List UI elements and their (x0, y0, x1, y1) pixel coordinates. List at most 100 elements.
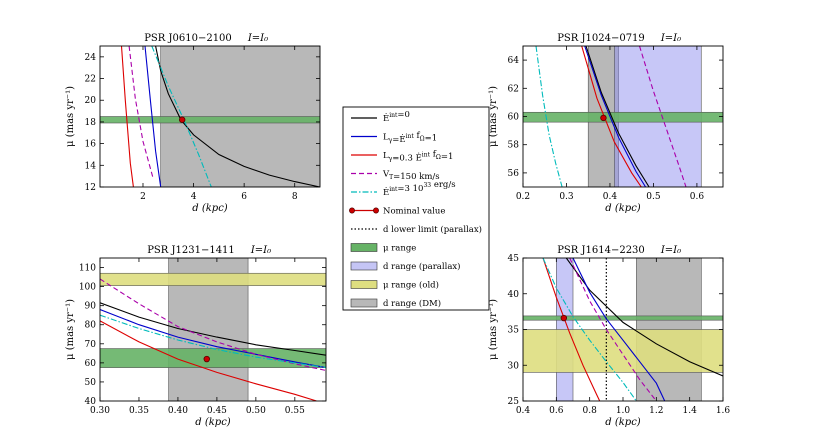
legend-entry-0: Ėint=0 (351, 110, 410, 124)
nominal-point (178, 116, 186, 123)
x-tick-label: 4 (191, 192, 197, 202)
y-tick-label: 62 (508, 84, 519, 94)
x-tick-label: 1.4 (683, 406, 698, 416)
legend-swatch-patch (350, 243, 378, 252)
series-line-2 (100, 320, 317, 401)
series-line-0 (585, 46, 650, 187)
y-tick-label: 18 (85, 118, 97, 128)
legend-label-part: L (383, 133, 389, 143)
y-tick-label: 60 (85, 359, 97, 369)
y-tick-label: 45 (508, 254, 520, 264)
legend-entry-1: Lγ=Ėint fΩ=1 (351, 131, 437, 145)
y-tick-label: 100 (79, 283, 96, 293)
legend-label-part: =0 (397, 110, 410, 120)
y-tick-label: 25 (508, 397, 520, 407)
x-tick-label: 0.40 (168, 406, 188, 416)
hband-0 (523, 329, 723, 373)
legend-label-part: int (389, 112, 398, 119)
y-axis-label: μ (mas yr⁻¹) (65, 299, 76, 360)
x-tick-label: 0.8 (583, 406, 598, 416)
legend-label-part: =1 (441, 152, 454, 162)
legend-label-part: γ (389, 137, 393, 144)
chart-title: PSR J1614−2230 (557, 245, 645, 256)
legend-marker (373, 207, 379, 214)
y-tick-label: 58 (508, 141, 520, 151)
y-tick-label: 70 (85, 340, 97, 350)
y-tick-label: 64 (508, 56, 520, 66)
y-tick-label: 90 (85, 302, 97, 312)
y-tick-label: 40 (85, 397, 97, 407)
legend-label-part: d range (DM) (383, 298, 441, 309)
legend-label: d range (parallax) (383, 261, 461, 272)
y-tick-label: 60 (508, 113, 520, 123)
hband-1 (523, 315, 723, 321)
legend-label: d range (DM) (383, 298, 441, 309)
legend-entry-10: d range (DM) (350, 298, 441, 309)
legend-label: d lower limit (parallax) (383, 224, 482, 235)
series-line-1 (572, 258, 666, 401)
y-tick-label: 30 (508, 361, 520, 371)
chart-title-condition: I=I₀ (247, 33, 268, 44)
plot-area (523, 258, 723, 401)
legend-entry-4: Ėint=3 1033 erg/s (351, 180, 456, 198)
series-line-2 (581, 46, 642, 187)
legend: Ėint=0Lγ=Ėint fΩ=1Lγ=0.3 Ėint fΩ=1VT=150… (342, 106, 490, 311)
x-tick-label: 0.35 (129, 406, 149, 416)
legend-label-part: μ range (old) (383, 280, 439, 291)
series-line-3 (569, 258, 657, 401)
y-axis-label: μ (mas yr⁻¹) (65, 86, 76, 147)
legend-label: Ėint=0 (383, 110, 410, 124)
chart-title: PSR J1231−1411 (147, 245, 235, 256)
x-tick-label: 0.3 (559, 192, 574, 202)
x-tick-label: 0.55 (285, 406, 305, 416)
series-line-4 (535, 46, 563, 187)
legend-marker (349, 207, 355, 214)
legend-label-part: Nominal value (383, 207, 445, 217)
legend-box (342, 106, 490, 311)
y-tick-label: 16 (85, 140, 97, 150)
legend-label-part: int (422, 152, 431, 159)
legend-label: Ėint=3 1033 erg/s (383, 180, 456, 198)
legend-label-part: int (389, 186, 398, 193)
chart-title-condition: I=I₀ (250, 245, 271, 256)
y-axis-label: μ (mas yr⁻¹) (488, 299, 499, 360)
legend-label-part: Ω (436, 154, 441, 161)
legend-entry-7: μ range (350, 243, 416, 254)
x-tick-label: 0.30 (90, 406, 110, 416)
series-line-3 (128, 46, 154, 179)
legend-label-part: μ range (383, 244, 416, 254)
series-line-2 (542, 258, 601, 401)
legend-label-part: =Ė (392, 133, 405, 145)
chart-panel-1: 0.2 0.3 0.4 0.5 0.6 56 58 60 62 64 PSR J1024−0719 I… (488, 33, 724, 214)
nominal-point (600, 114, 607, 122)
x-tick-label: 0.6 (549, 406, 564, 416)
chart-title-condition: I=I₀ (660, 245, 681, 256)
legend-label-part: L (383, 151, 389, 161)
legend-label-part: Ė (383, 186, 389, 198)
legend-label: Lγ=Ėint fΩ=1 (383, 131, 437, 145)
legend-label-part: =3 10 (397, 184, 423, 194)
y-tick-label: 50 (85, 378, 97, 388)
legend-label: VT=150 km/s (382, 170, 440, 183)
legend-label-part: V (382, 170, 390, 180)
series-line-1 (584, 46, 647, 187)
hband-0 (523, 111, 723, 123)
y-tick-label: 24 (85, 53, 97, 63)
hband-0 (100, 272, 326, 286)
legend-entry-2: Lγ=0.3 Ėint fΩ=1 (351, 150, 453, 164)
x-tick-label: 0.6 (690, 192, 705, 202)
x-tick-label: 8 (292, 192, 298, 202)
x-tick-label: 0.2 (516, 192, 530, 202)
series-line-4 (542, 258, 637, 401)
axes-frame (99, 257, 327, 402)
legend-label-part: int (406, 133, 415, 140)
y-tick-label: 22 (85, 75, 96, 85)
y-tick-label: 14 (85, 161, 97, 171)
x-axis-label: d (kpc) (605, 203, 641, 214)
chart-title: PSR J0610−2100 (144, 33, 232, 44)
y-tick-label: 110 (79, 264, 96, 274)
legend-entry-6: d lower limit (parallax) (351, 224, 482, 235)
legend-label: Nominal value (383, 207, 445, 217)
legend-label-part: f (430, 150, 437, 160)
